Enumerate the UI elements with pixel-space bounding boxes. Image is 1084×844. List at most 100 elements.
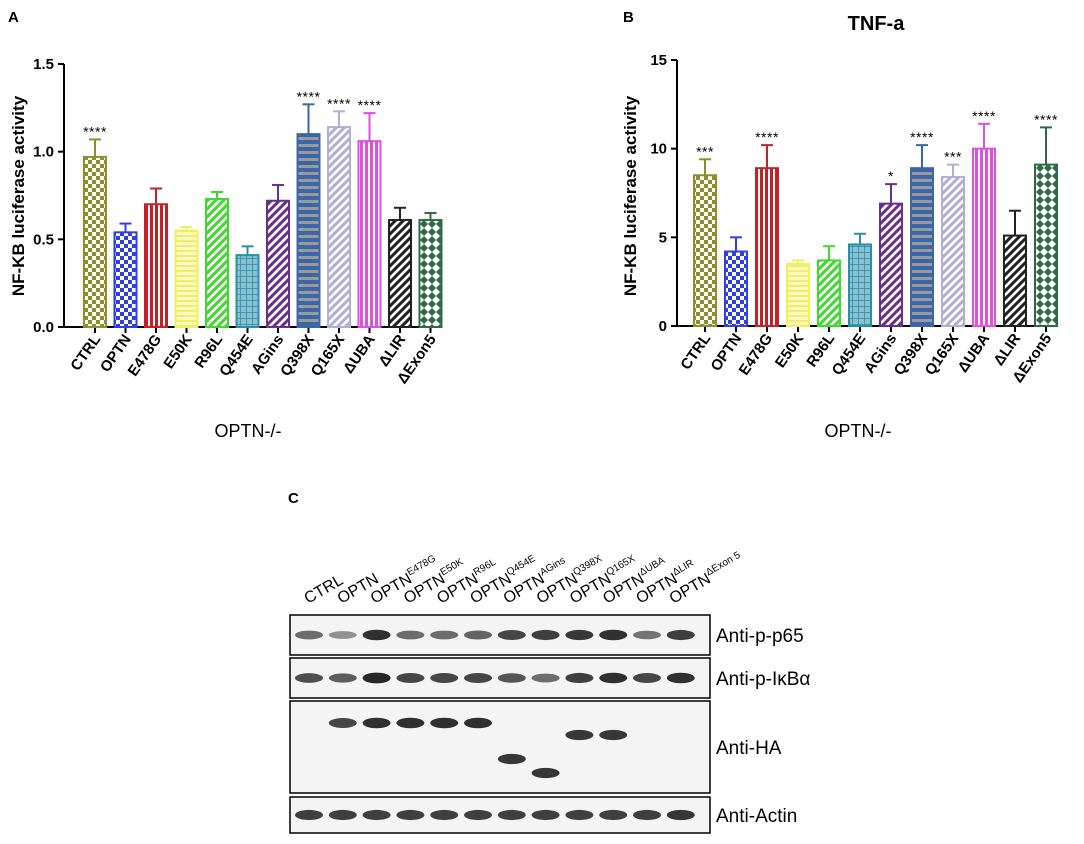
blot-band <box>565 672 594 684</box>
blot-membrane <box>289 700 711 794</box>
blot-band <box>328 718 357 728</box>
blot-band <box>531 673 560 683</box>
significance-marker: **** <box>755 129 779 145</box>
blot-rows: Anti-p-p65 Anti-p-IκBα Anti-HA Anti-Actin <box>289 614 810 834</box>
y-tick-label: 0.5 <box>33 231 54 248</box>
blot-band <box>362 629 391 641</box>
x-tick-label: E50K <box>772 330 808 371</box>
lane-label-superscript: ΔLIR <box>671 558 696 579</box>
significance-marker: **** <box>297 88 321 104</box>
blot-band <box>295 630 323 640</box>
chart-panel-a: NF-KB luciferase activity OPTN-/- 0.0 0.5… <box>9 56 443 441</box>
y-tick-label: 1.0 <box>33 144 54 161</box>
blot-band <box>328 631 357 639</box>
x-tick-label: Q454E <box>829 331 870 379</box>
blot-lane-labels: CTRLOPTNOPTNE478GOPTNE50KOPTNR96LOPTNQ45… <box>302 550 747 608</box>
y-tick-label: 10 <box>650 141 667 158</box>
blot-band <box>464 717 492 729</box>
bar-ΔUBA <box>357 140 382 328</box>
blot-band <box>430 717 459 729</box>
bar-AGins <box>266 199 290 328</box>
bar-CTRL <box>693 174 717 327</box>
significance-marker: **** <box>972 108 996 124</box>
blot-band <box>362 809 391 821</box>
blot-band <box>599 729 628 741</box>
chart-b-xlabel: OPTN-/- <box>825 421 892 441</box>
lane-label-superscript: ΔExon 5 <box>704 550 743 579</box>
blot-band <box>396 673 425 683</box>
bar-OPTN <box>724 250 748 328</box>
bar-ΔExon5 <box>1034 163 1058 327</box>
x-tick-label: E478G <box>736 331 777 379</box>
blot-band <box>531 809 560 821</box>
bar-R96L <box>205 198 229 328</box>
lane-label-superscript: AGins <box>538 555 567 578</box>
blot-band <box>396 630 425 640</box>
bar-ΔLIR <box>388 219 412 328</box>
blot-row: Anti-HA <box>289 700 782 794</box>
panel-label-b: B <box>623 9 634 26</box>
significance-marker: **** <box>83 123 107 139</box>
significance-marker: **** <box>1034 111 1058 127</box>
chart-b-ylabel: NF-KB luciferase activity <box>621 95 640 296</box>
panel-label-c: C <box>288 490 299 507</box>
bar-E478G <box>755 167 779 327</box>
blot-band <box>295 809 323 821</box>
blot-band <box>362 717 391 729</box>
western-blot-panel: CTRLOPTNOPTNE478GOPTNE50KOPTNR96LOPTNQ45… <box>289 550 810 834</box>
bar-Q398X <box>910 167 934 327</box>
significance-marker: **** <box>327 95 351 111</box>
blot-band <box>464 809 492 821</box>
blot-band <box>531 767 560 779</box>
blot-band <box>396 717 425 729</box>
x-tick-label: ΔUBA <box>955 330 994 375</box>
chart-b-title: TNF-a <box>848 13 906 35</box>
bar-Q398X <box>296 133 321 328</box>
significance-marker: *** <box>696 143 714 159</box>
blot-band <box>599 629 628 641</box>
bar-ΔLIR <box>1003 234 1027 327</box>
y-tick-label: 1.5 <box>33 56 54 73</box>
blot-band <box>362 672 391 684</box>
blot-band <box>464 630 492 640</box>
bar-CTRL <box>83 155 107 328</box>
x-tick-label: Q165X <box>922 331 963 379</box>
blot-band <box>497 673 526 683</box>
blot-band <box>396 809 425 821</box>
blot-band <box>497 630 526 640</box>
x-tick-label: E50K <box>160 331 196 372</box>
y-tick-label: 15 <box>650 52 667 69</box>
bar-Q454E <box>848 243 872 327</box>
significance-marker: * <box>888 168 894 184</box>
significance-marker: **** <box>910 129 934 145</box>
blot-band <box>328 809 357 821</box>
lane-label: OPTNΔExon 5 <box>666 550 747 608</box>
blot-row-label: Anti-Actin <box>716 806 797 827</box>
bar-OPTN <box>113 231 138 329</box>
blot-band <box>633 630 661 640</box>
lane-label-superscript: E50K <box>439 556 466 578</box>
y-tick-label: 0.0 <box>33 319 54 336</box>
chart-a-bars: **** **** **** **** <box>83 88 443 329</box>
y-tick-label: 5 <box>659 229 667 246</box>
blot-band <box>328 673 357 683</box>
blot-band <box>295 673 323 683</box>
bar-E50K <box>786 262 810 327</box>
x-tick-label: ΔUBA <box>340 331 379 376</box>
bar-R96L <box>817 259 841 327</box>
bar-Q165X <box>941 176 965 327</box>
blot-band <box>430 630 459 640</box>
blot-row: Anti-p-p65 <box>289 614 804 656</box>
chart-b-bars: ******************* **** <box>693 108 1058 328</box>
blot-band <box>633 809 661 821</box>
blot-band <box>565 809 594 821</box>
blot-band <box>666 672 695 684</box>
blot-band <box>599 809 628 821</box>
chart-panel-b: TNF-a NF-KB luciferase activity OPTN-/- … <box>621 13 1058 441</box>
bar-E478G <box>144 203 168 328</box>
blot-band <box>464 673 492 683</box>
blot-band <box>565 629 594 641</box>
bar-E50K <box>174 229 199 328</box>
bar-ΔUBA <box>972 147 996 327</box>
